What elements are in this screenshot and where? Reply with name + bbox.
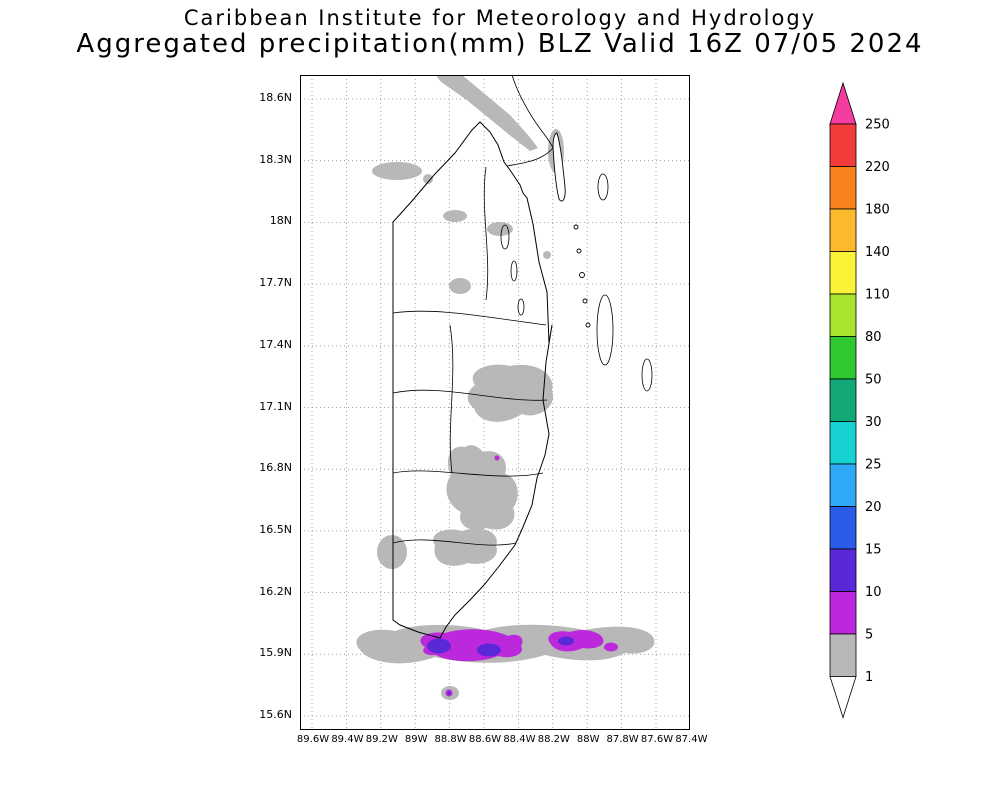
caye-dot bbox=[582, 298, 588, 304]
lighthouse-reef-outline bbox=[641, 358, 653, 392]
colorbar-tick-label: 220 bbox=[865, 160, 890, 175]
colorbar-box bbox=[829, 251, 857, 295]
precip-gray-patch bbox=[543, 251, 551, 259]
offshore-bank-outline bbox=[597, 173, 609, 201]
colorbar-box bbox=[829, 591, 857, 635]
lat-tick-label: 15.9N bbox=[259, 646, 292, 660]
lat-tick-label: 18N bbox=[269, 214, 292, 228]
colorbar-tick-label: 5 bbox=[865, 628, 873, 643]
caye-dot bbox=[576, 248, 582, 254]
lon-tick-label: 87.4W bbox=[675, 734, 708, 745]
colorbar-tick-label: 110 bbox=[865, 288, 890, 303]
precip-gray-patch bbox=[449, 278, 471, 294]
lon-tick-label: 89.4W bbox=[331, 734, 364, 745]
precip-magenta-blob bbox=[548, 629, 604, 652]
colorbar-box bbox=[829, 378, 857, 422]
precip-purple-core bbox=[447, 691, 451, 695]
lagoon-outline bbox=[510, 260, 518, 282]
precip-purple-core bbox=[558, 636, 574, 646]
precip-gray-patch bbox=[433, 528, 497, 566]
colorbar-tick-label: 50 bbox=[865, 373, 882, 388]
colorbar-box bbox=[829, 548, 857, 592]
title-line-2: Aggregated precipitation(mm) BLZ Valid 1… bbox=[76, 29, 924, 59]
lon-tick-label: 88W bbox=[576, 734, 600, 745]
district-boundary bbox=[392, 470, 544, 477]
caye-dot bbox=[579, 272, 585, 278]
precip-purple-core bbox=[477, 643, 501, 657]
lat-tick-label: 18.3N bbox=[259, 152, 292, 166]
precip-purple-core bbox=[427, 638, 451, 654]
colorbar-box bbox=[829, 463, 857, 507]
colorbar-tick-label: 180 bbox=[865, 203, 890, 218]
colorbar-box bbox=[829, 336, 857, 380]
map-plot-area bbox=[300, 75, 690, 730]
precip-gray-patch bbox=[372, 162, 422, 180]
lon-tick-label: 88.2W bbox=[537, 734, 570, 745]
lon-tick-label: 87.8W bbox=[606, 734, 639, 745]
colorbar-under-arrow bbox=[829, 676, 857, 719]
lat-tick-label: 16.5N bbox=[259, 522, 292, 536]
district-boundary bbox=[392, 389, 548, 401]
lagoon-outline bbox=[517, 298, 525, 316]
precip-gray-patch bbox=[446, 445, 518, 530]
precip-gray-patch bbox=[436, 75, 538, 151]
colorbar-tick-label: 15 bbox=[865, 543, 882, 558]
colorbar-box bbox=[829, 123, 857, 167]
lon-tick-label: 88.6W bbox=[468, 734, 502, 745]
precip-magenta-blob bbox=[604, 642, 618, 652]
lat-tick-label: 18.6N bbox=[259, 91, 292, 104]
map-outlines bbox=[392, 75, 653, 639]
colorbar-tick-label: 80 bbox=[865, 330, 882, 345]
belize-mainland-outline bbox=[392, 121, 553, 639]
colorbar-box bbox=[829, 166, 857, 210]
district-boundary bbox=[392, 310, 547, 326]
caye-dot bbox=[573, 224, 579, 230]
colorbar-box bbox=[829, 293, 857, 337]
lat-tick-label: 16.2N bbox=[259, 584, 292, 598]
colorbar-over-arrow bbox=[829, 81, 857, 125]
turneffe-atoll-outline bbox=[596, 294, 614, 366]
colorbar-tick-label: 25 bbox=[865, 458, 882, 473]
ambergris-caye-outline bbox=[552, 132, 566, 202]
lat-tick-label: 17.1N bbox=[259, 399, 292, 413]
lon-tick-label: 88.8W bbox=[434, 734, 467, 745]
precip-colorbar: 250 220 180 140 110 80 50 30 25 20 15 10 5 1 bbox=[829, 81, 890, 719]
plot-frame bbox=[300, 75, 690, 730]
precip-gray-patch bbox=[443, 210, 467, 222]
colorbar-tick-label: 250 bbox=[865, 118, 890, 133]
colorbar-box bbox=[829, 208, 857, 252]
lon-tick-label: 89.6W bbox=[296, 734, 330, 745]
colorbar-tick-label: 10 bbox=[865, 585, 882, 600]
lon-tick-label: 89.2W bbox=[365, 734, 398, 745]
precip-gray-patch bbox=[467, 364, 554, 422]
belize-precipitation-map bbox=[300, 75, 690, 730]
colorbar-box bbox=[829, 506, 857, 550]
colorbar-tick-label: 30 bbox=[865, 415, 882, 430]
lat-tick-label: 16.8N bbox=[259, 461, 292, 475]
precip-gray-patch bbox=[423, 174, 433, 184]
colorbar-tick-label: 1 bbox=[865, 670, 873, 685]
district-boundary bbox=[449, 324, 454, 474]
district-boundary bbox=[483, 166, 489, 301]
lat-tick-label: 17.7N bbox=[259, 276, 292, 290]
lon-tick-label: 89W bbox=[404, 734, 428, 745]
lon-tick-label: 88.4W bbox=[503, 734, 536, 745]
lat-tick-label: 17.4N bbox=[259, 337, 292, 351]
caye-dot bbox=[585, 322, 591, 328]
title-line-1: Caribbean Institute for Meteorology and … bbox=[183, 6, 817, 30]
precip-magenta-speck bbox=[494, 455, 500, 461]
colorbar-box bbox=[829, 421, 857, 465]
colorbar-box bbox=[829, 633, 857, 677]
district-boundary bbox=[392, 539, 517, 546]
colorbar-tick-label: 140 bbox=[865, 245, 890, 260]
lat-lon-gridlines bbox=[300, 75, 690, 730]
precip-gray-patch bbox=[377, 535, 407, 569]
lagoon-outline bbox=[500, 224, 510, 250]
lat-tick-label: 15.6N bbox=[259, 708, 292, 721]
colorbar-tick-label: 20 bbox=[865, 500, 882, 515]
lon-tick-label: 87.6W bbox=[640, 734, 674, 745]
precip-shading bbox=[356, 75, 655, 700]
